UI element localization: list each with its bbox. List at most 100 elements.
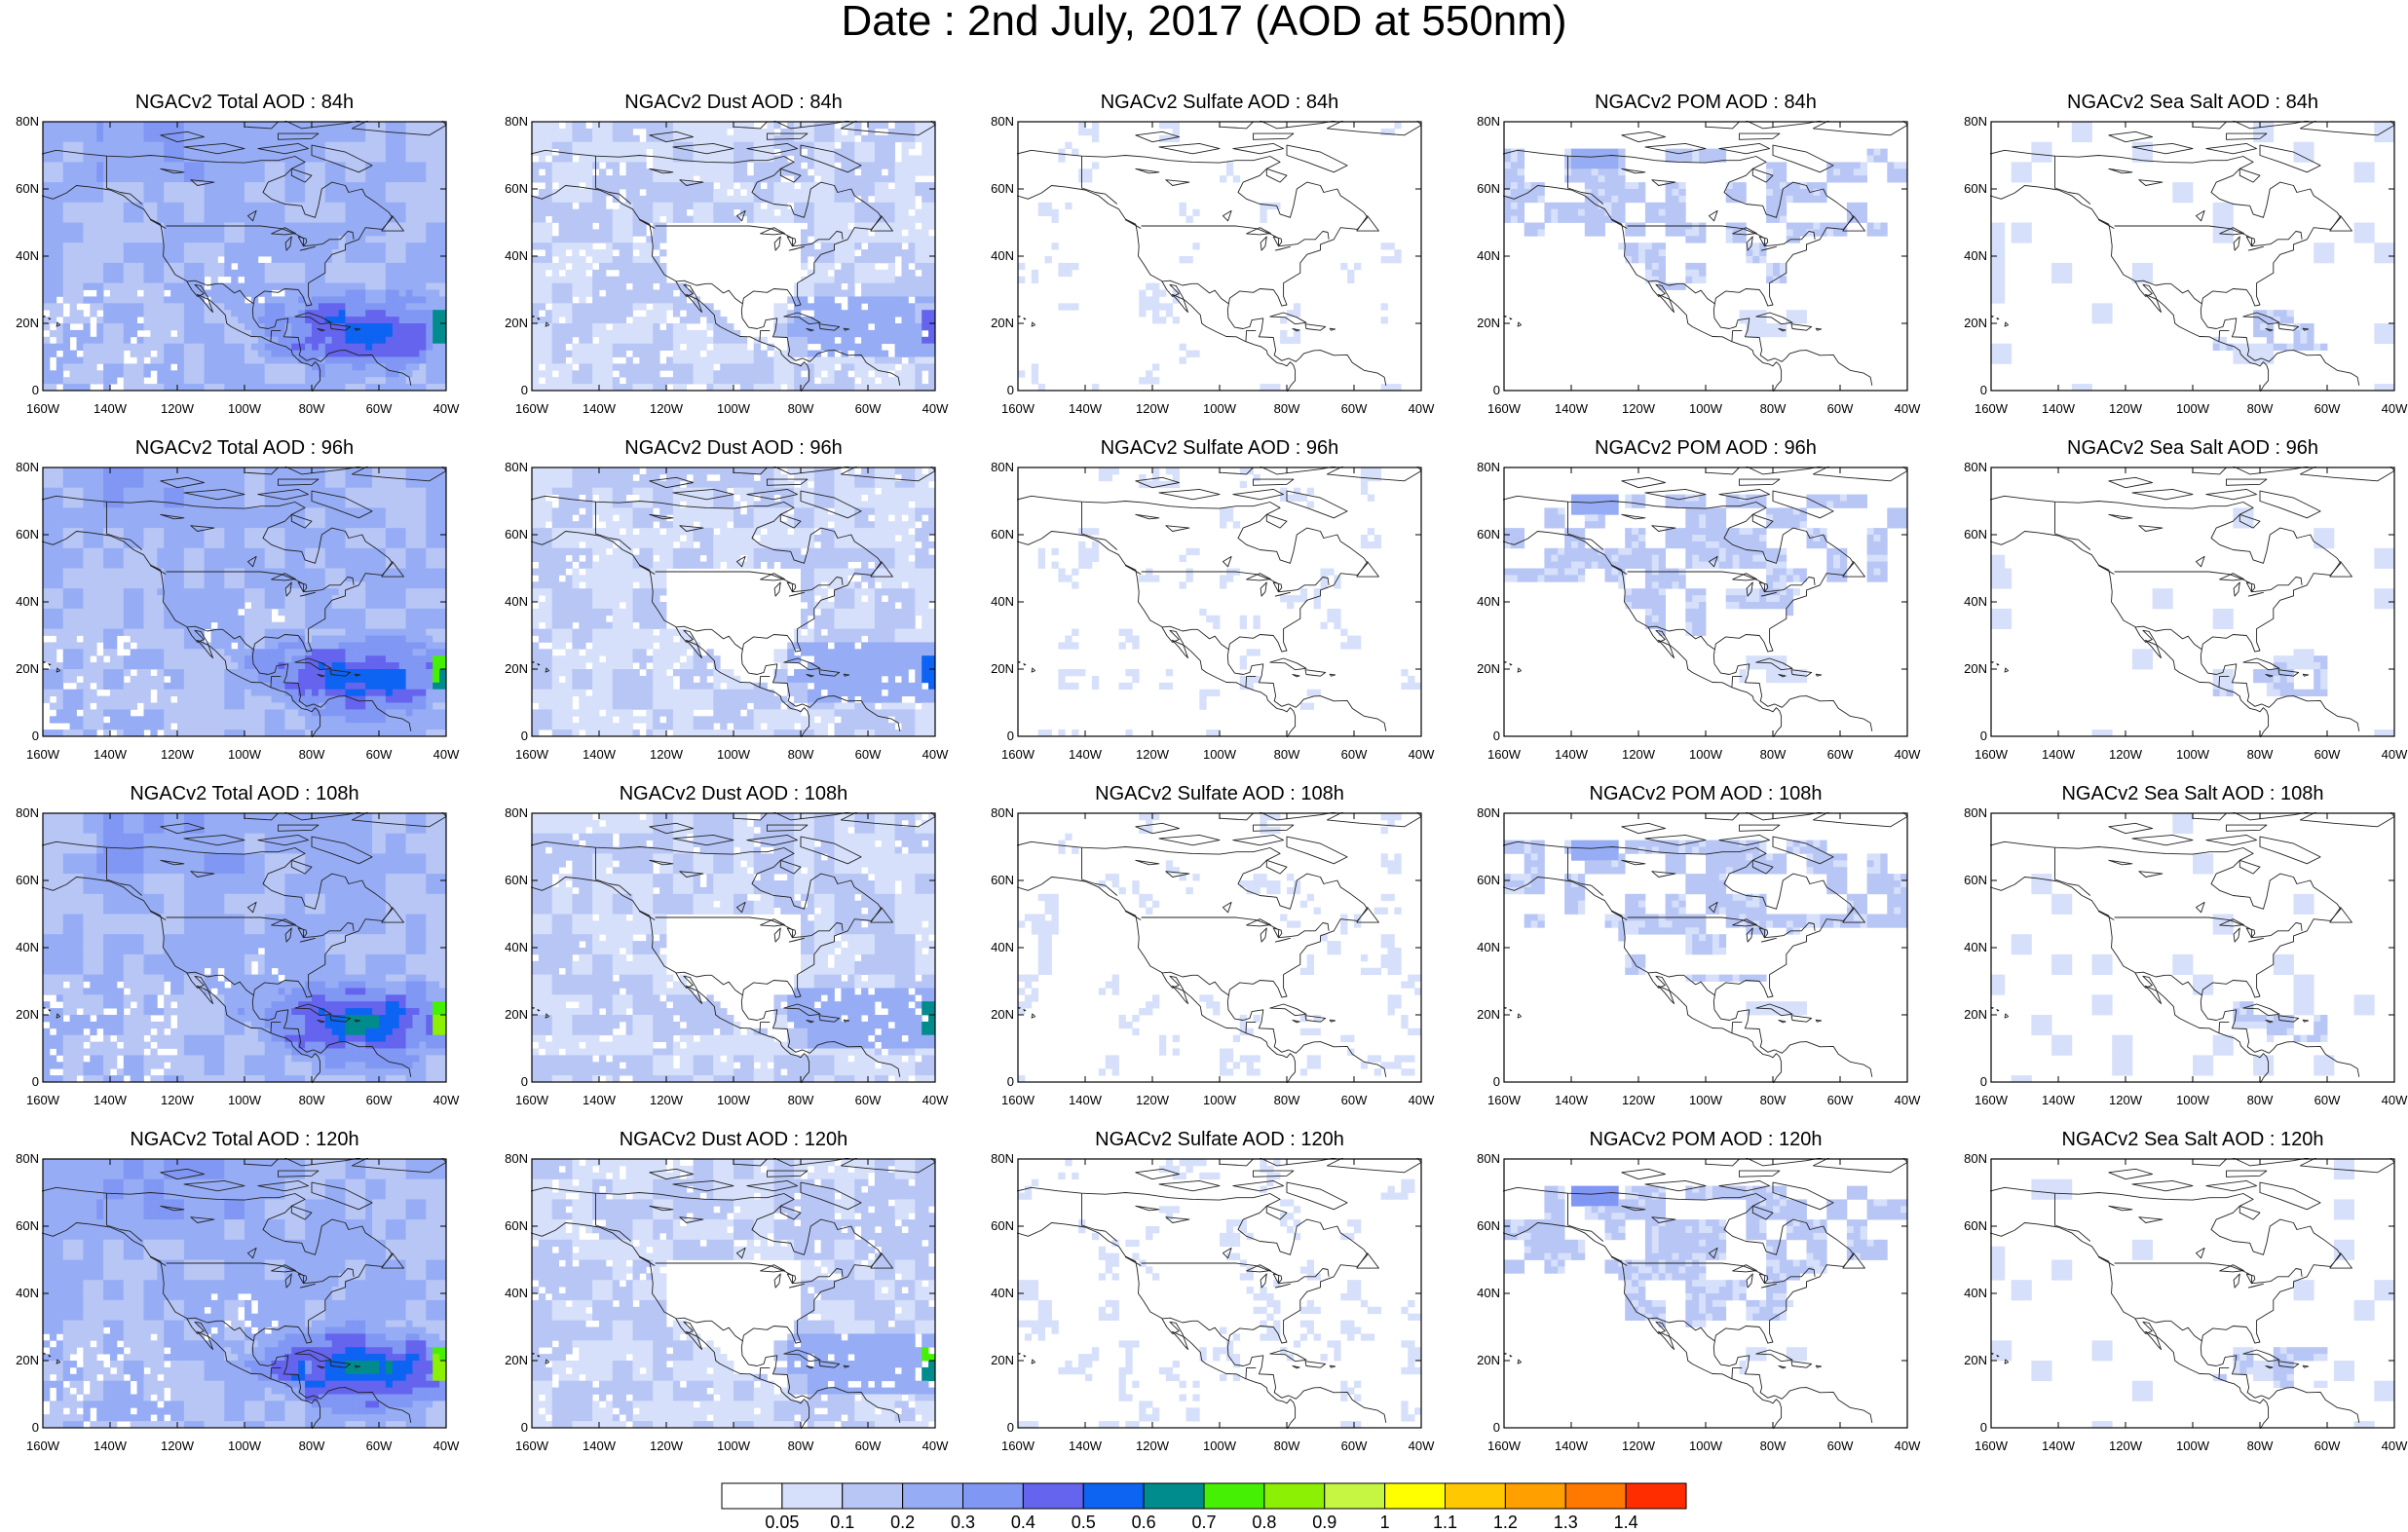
lon-tick-label: 140W (2034, 1439, 2083, 1453)
aod-map (531, 467, 936, 737)
lat-tick-label: 40N (1948, 249, 1987, 263)
lat-tick-label: 60N (975, 182, 1014, 196)
lon-tick-label: 120W (642, 748, 691, 762)
lon-tick-label: 60W (844, 402, 892, 416)
lat-tick-label: 60N (489, 182, 528, 196)
lat-tick-label: 0 (975, 1421, 1014, 1435)
coastline (1990, 812, 2394, 1083)
lon-tick-label: 40W (2370, 748, 2408, 762)
lon-tick-label: 120W (642, 1439, 691, 1453)
lon-tick-label: 60W (1816, 402, 1864, 416)
aod-map (1990, 1158, 2395, 1429)
lon-tick-label: 60W (355, 1439, 403, 1453)
lon-tick-label: 140W (2034, 1094, 2083, 1107)
lon-tick-label: 160W (994, 1439, 1042, 1453)
lon-tick-label: 100W (709, 1094, 758, 1107)
lat-tick-label: 60N (1461, 874, 1500, 887)
lat-tick-label: 20N (1948, 662, 1987, 676)
lon-tick-label: 80W (2236, 1439, 2284, 1453)
lat-tick-label: 0 (1461, 729, 1500, 743)
lat-tick-label: 0 (0, 729, 39, 743)
lat-tick-label: 20N (975, 1354, 1014, 1367)
lat-tick-label: 20N (1461, 662, 1500, 676)
lat-tick-label: 80N (489, 115, 528, 129)
lon-tick-label: 120W (642, 1094, 691, 1107)
lon-tick-label: 120W (1128, 748, 1177, 762)
lon-tick-label: 120W (1614, 1094, 1663, 1107)
lat-tick-label: 80N (1948, 1152, 1987, 1166)
lat-tick-label: 80N (1461, 1152, 1500, 1166)
lon-tick-label: 40W (2370, 402, 2408, 416)
lat-tick-label: 40N (1948, 1287, 1987, 1300)
aod-field (1991, 122, 2394, 391)
lat-tick-label: 80N (975, 115, 1014, 129)
lat-tick-label: 40N (0, 941, 39, 954)
aod-field (1991, 507, 2394, 736)
lat-tick-label: 0 (489, 729, 528, 743)
colorbar-label: 1.4 (1601, 1513, 1650, 1531)
lon-tick-label: 120W (153, 402, 202, 416)
lat-tick-label: 80N (1948, 461, 1987, 474)
lon-tick-label: 160W (508, 748, 556, 762)
lon-tick-label: 140W (2034, 748, 2083, 762)
lon-tick-label: 80W (1262, 748, 1311, 762)
colorbar-swatch (1023, 1483, 1083, 1509)
lat-tick-label: 60N (1948, 874, 1987, 887)
colorbar-swatch (1264, 1483, 1325, 1509)
lat-tick-label: 60N (1461, 528, 1500, 542)
lat-tick-label: 20N (0, 1008, 39, 1022)
lat-tick-label: 80N (0, 1152, 39, 1166)
aod-map (42, 1158, 447, 1429)
lon-tick-label: 40W (1397, 1094, 1446, 1107)
lat-tick-label: 0 (1461, 1075, 1500, 1089)
colorbar-swatch (963, 1483, 1024, 1509)
aod-map (1503, 1158, 1908, 1429)
lon-tick-label: 60W (1816, 1439, 1864, 1453)
lat-tick-label: 40N (489, 1287, 528, 1300)
aod-map (1017, 1158, 1422, 1429)
lon-tick-label: 140W (575, 1094, 623, 1107)
aod-field (1991, 1159, 2394, 1428)
aod-field (1018, 813, 1421, 1082)
lon-tick-label: 140W (1547, 748, 1596, 762)
panel-title: NGACv2 Total AOD : 96h (43, 437, 446, 459)
lon-tick-label: 160W (1967, 748, 2015, 762)
lat-tick-label: 40N (1461, 941, 1500, 954)
panel-title: NGACv2 Sea Salt AOD : 120h (1991, 1129, 2394, 1150)
lat-tick-label: 0 (1461, 1421, 1500, 1435)
lon-tick-label: 100W (2168, 402, 2217, 416)
lon-tick-label: 160W (19, 1439, 67, 1453)
aod-field (532, 813, 935, 1082)
lon-tick-label: 140W (1547, 402, 1596, 416)
lon-tick-label: 40W (911, 748, 959, 762)
aod-field (43, 1159, 446, 1428)
lat-tick-label: 80N (975, 1152, 1014, 1166)
lat-tick-label: 40N (1948, 941, 1987, 954)
lon-tick-label: 100W (1681, 402, 1730, 416)
axis-ticks (1991, 467, 2394, 736)
lon-tick-label: 40W (1883, 1094, 1932, 1107)
lat-tick-label: 60N (1461, 182, 1500, 196)
lat-tick-label: 60N (0, 874, 39, 887)
lon-tick-label: 120W (2101, 1439, 2150, 1453)
lat-tick-label: 20N (1461, 1008, 1500, 1022)
panel-title: NGACv2 POM AOD : 96h (1504, 437, 1907, 459)
lon-tick-label: 80W (776, 1439, 825, 1453)
colorbar-label: 0.7 (1180, 1513, 1228, 1531)
lat-tick-label: 0 (1948, 1421, 1987, 1435)
lon-tick-label: 100W (1681, 748, 1730, 762)
lon-tick-label: 100W (220, 1094, 269, 1107)
lon-tick-label: 120W (1614, 748, 1663, 762)
panel-title: NGACv2 Sulfate AOD : 84h (1018, 92, 1421, 113)
colorbar-label: 0.5 (1059, 1513, 1108, 1531)
colorbar-label: 0.9 (1300, 1513, 1349, 1531)
lon-tick-label: 80W (287, 402, 336, 416)
lon-tick-label: 80W (776, 402, 825, 416)
lon-tick-label: 120W (1614, 1439, 1663, 1453)
lat-tick-label: 40N (975, 249, 1014, 263)
lat-tick-label: 40N (0, 1287, 39, 1300)
lon-tick-label: 160W (1967, 1094, 2015, 1107)
axis-ticks (1018, 122, 1421, 391)
lat-tick-label: 60N (489, 1219, 528, 1233)
lat-tick-label: 60N (0, 528, 39, 542)
